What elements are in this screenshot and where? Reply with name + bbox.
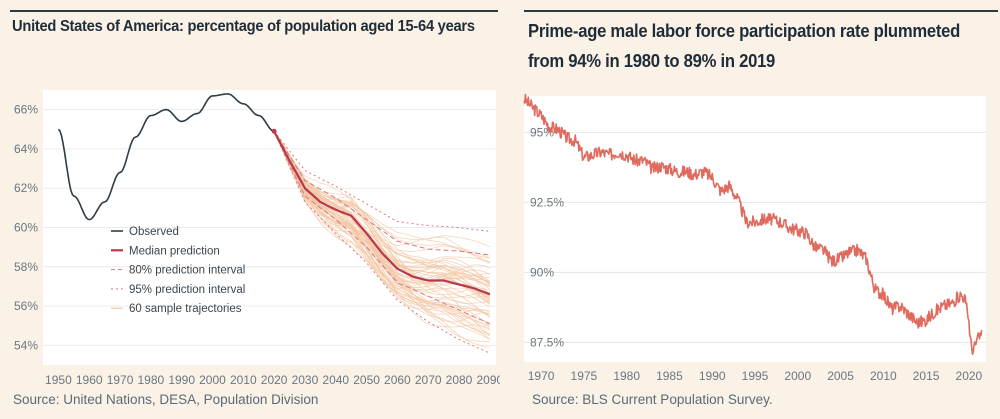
forecast-start-point [271, 128, 277, 134]
legend-label: 95% prediction interval [129, 284, 245, 296]
y-tick-label: 66% [14, 103, 38, 117]
y-tick-label: 90% [530, 265, 554, 279]
x-tick-label: 2040 [322, 373, 349, 387]
observed-line [57, 93, 275, 221]
top-rule [524, 10, 998, 12]
y-gridlines [43, 109, 496, 346]
pi-80-lower [273, 130, 491, 325]
x-tick-label: 2005 [827, 369, 854, 383]
right-chart-panel: Prime-age male labor force participation… [514, 0, 1000, 419]
source-note: Source: United Nations, DESA, Population… [13, 392, 319, 407]
x-tick-label: 1970 [528, 369, 555, 383]
median-prediction-line [273, 130, 491, 296]
sample-trajectory [273, 131, 490, 348]
participation-rate-line [523, 93, 983, 356]
source-note: Source: BLS Current Population Survey. [532, 392, 773, 407]
x-tick-label: 2000 [784, 369, 811, 383]
x-tick-label: 2015 [913, 369, 940, 383]
sample-trajectory [273, 130, 490, 263]
x-tick-label: 2050 [353, 373, 380, 387]
x-tick-label: 1995 [742, 369, 769, 383]
legend-label: Median prediction [129, 245, 220, 257]
x-tick-label: 2090 [476, 373, 500, 387]
y-gridlines [524, 131, 986, 343]
legend-label: Observed [129, 226, 179, 238]
x-tick-label: 1990 [168, 373, 195, 387]
legend-label: 80% prediction interval [129, 265, 245, 277]
labor-force-chart: 87.5%90%92.5%95%1970 1975 1980 1985 1990 1995… [523, 93, 986, 383]
sample-trajectory [273, 131, 490, 305]
chart-title: United States of America: percentage of … [12, 18, 475, 35]
x-tick-label: 1985 [656, 369, 683, 383]
y-tick-label: 56% [14, 299, 38, 313]
x-tick-label: 2010 [230, 373, 257, 387]
y-tick-label: 58% [14, 260, 38, 274]
legend-label: 60 sample trajectories [129, 303, 242, 315]
sample-trajectory [273, 131, 490, 308]
y-tick-label: 87.5% [530, 335, 564, 349]
sample-trajectory [273, 131, 490, 298]
x-tick-label: 2080 [446, 373, 473, 387]
sample-trajectory [273, 131, 490, 336]
x-tick-label: 2020 [956, 369, 983, 383]
x-tick-label: 2010 [870, 369, 897, 383]
left-chart-panel: United States of America: percentage of … [10, 10, 500, 407]
sample-trajectory [273, 131, 490, 328]
x-tick-label: 1960 [76, 373, 103, 387]
x-tick-label: 2060 [384, 373, 411, 387]
top-rule [10, 10, 498, 12]
x-tick-label: 1975 [571, 369, 598, 383]
chart-title: Prime-age male labor force participation… [528, 16, 960, 76]
x-tick-label: 1970 [107, 373, 134, 387]
y-tick-label: 62% [14, 181, 38, 195]
y-tick-labels: 54% 56% 58% 60% 62% 64% 66% [14, 103, 38, 353]
x-tick-labels: 1950 1960 1970 1980 1990 2000 2010 2020 2030 2040… [45, 373, 500, 387]
population-chart: 54% 56% 58% 60% 62% 64% 66% 1950 1960 1970 1980 199… [14, 90, 500, 387]
x-tick-label: 2030 [292, 373, 319, 387]
x-tick-label: 2070 [415, 373, 442, 387]
x-tick-labels: 1970 1975 1980 1985 1990 1995 2000 2005 2010 2015… [528, 369, 983, 383]
x-tick-label: 2000 [199, 373, 226, 387]
pi-80-upper [273, 130, 490, 256]
chart-title-line-1: Prime-age male labor force participation… [528, 20, 961, 41]
pi-95-upper [273, 130, 490, 232]
chart-title-line-2: from 94% in 1980 to 89% in 2019 [528, 50, 776, 71]
x-tick-label: 1980 [138, 373, 165, 387]
y-tick-label: 64% [14, 142, 38, 156]
x-tick-label: 1980 [613, 369, 640, 383]
sample-trajectory [273, 130, 490, 281]
x-tick-label: 1950 [45, 373, 72, 387]
sample-trajectory [273, 130, 490, 259]
y-tick-label: 54% [14, 338, 38, 352]
x-tick-label: 1990 [699, 369, 726, 383]
sample-trajectory [273, 130, 490, 264]
x-tick-label: 2020 [261, 373, 288, 387]
legend: Observed Median prediction 80% prediction … [111, 226, 245, 315]
y-tick-label: 92.5% [530, 195, 564, 209]
y-tick-label: 60% [14, 221, 38, 235]
